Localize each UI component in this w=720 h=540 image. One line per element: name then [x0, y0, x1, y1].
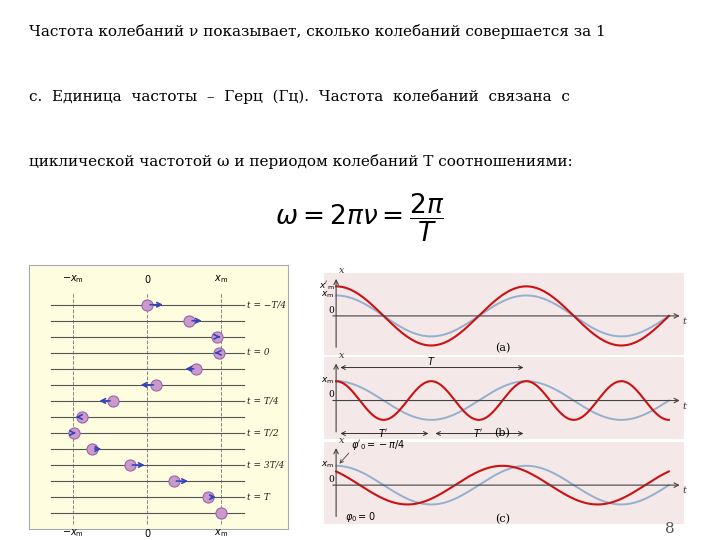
Text: $\omega = 2\pi\nu = \dfrac{2\pi}{T}$: $\omega = 2\pi\nu = \dfrac{2\pi}{T}$: [275, 192, 445, 244]
Text: (c): (c): [495, 514, 510, 525]
Text: t: t: [682, 486, 686, 495]
Text: t: t: [682, 317, 686, 326]
Text: Частота колебаний ν показывает, сколько колебаний совершается за 1: Частота колебаний ν показывает, сколько …: [29, 24, 606, 39]
Text: t = 0: t = 0: [247, 348, 270, 357]
Text: (b): (b): [495, 428, 510, 438]
Text: t: t: [682, 402, 686, 410]
Text: $0$: $0$: [143, 273, 151, 286]
Text: $\varphi'_0 = -\pi/4$: $\varphi'_0 = -\pi/4$: [351, 437, 406, 451]
Text: $T'$: $T'$: [474, 427, 484, 439]
Text: $x_{\rm m}$: $x_{\rm m}$: [215, 274, 228, 286]
Text: 0: 0: [329, 475, 335, 484]
Text: t = T/4: t = T/4: [247, 396, 279, 406]
Text: $T'$: $T'$: [379, 427, 389, 439]
Text: t = −T/4: t = −T/4: [247, 300, 287, 309]
Text: x: x: [338, 266, 344, 275]
Text: $\varphi_0 = 0$: $\varphi_0 = 0$: [345, 510, 376, 524]
Text: t = T: t = T: [247, 492, 270, 502]
Text: $-x_{\rm m}$: $-x_{\rm m}$: [62, 274, 84, 286]
Text: 0: 0: [329, 306, 335, 315]
Text: $T$: $T$: [427, 355, 436, 367]
Text: t = 3T/4: t = 3T/4: [247, 461, 284, 470]
Text: $x_{\rm m}$: $x_{\rm m}$: [321, 290, 335, 300]
Text: $x'_{\rm m}$: $x'_{\rm m}$: [319, 280, 335, 292]
Text: x: x: [338, 351, 344, 360]
Text: $x_{\rm m}$: $x_{\rm m}$: [321, 460, 335, 470]
Text: $x_{\rm m}$: $x_{\rm m}$: [321, 375, 335, 386]
Text: t = T/2: t = T/2: [247, 428, 279, 437]
Text: 0: 0: [329, 390, 335, 400]
Text: циклической частотой ω и периодом колебаний T соотношениями:: циклической частотой ω и периодом колеба…: [29, 154, 572, 169]
Text: 8: 8: [665, 522, 675, 536]
Text: x: x: [338, 436, 344, 444]
Text: с.  Единица  частоты  –  Герц  (Гц).  Частота  колебаний  связана  с: с. Единица частоты – Герц (Гц). Частота …: [29, 89, 570, 104]
Text: $0$: $0$: [143, 527, 151, 539]
Text: $-x_{\rm m}$: $-x_{\rm m}$: [62, 527, 84, 538]
Text: $x_{\rm m}$: $x_{\rm m}$: [215, 527, 228, 538]
Text: (a): (a): [495, 343, 510, 353]
